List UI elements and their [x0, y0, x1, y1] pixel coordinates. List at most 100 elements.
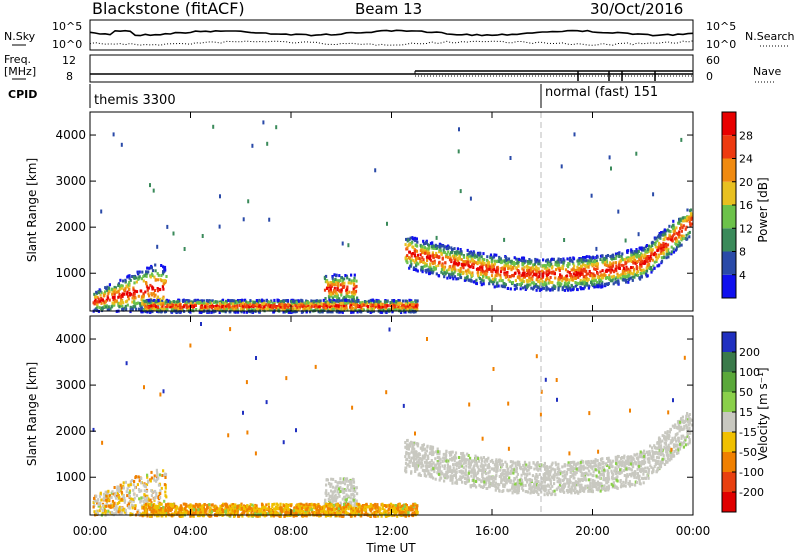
power-echo-cell [307, 301, 310, 305]
power-echo-cell [114, 288, 117, 292]
power-echo-cell [329, 300, 332, 303]
power-echo-cell [210, 310, 213, 314]
power-echo-cell [228, 303, 231, 307]
power-echo-cell [354, 300, 357, 304]
velocity-echo-cell [331, 485, 334, 489]
power-echo-cell [323, 288, 327, 292]
power-echo-cell [441, 267, 444, 271]
power-echo-cell [465, 278, 468, 282]
velocity-echo-cell [136, 483, 139, 487]
power-echo-cell [566, 278, 569, 281]
power-echo-cell [449, 256, 452, 260]
power-echo-cell [240, 307, 243, 311]
power-echo-cell [295, 301, 298, 305]
power-echo-cell [148, 266, 151, 270]
power-echo-cell [162, 302, 165, 306]
power-echo-cell [489, 253, 493, 257]
power-echo-cell [647, 244, 651, 248]
power-echo-cell [482, 270, 485, 274]
nsky-tick-bottom-left: 10^0 [52, 38, 82, 51]
power-echo-cell [589, 261, 592, 265]
power-echo-cell [112, 296, 115, 300]
power-echo-cell [596, 272, 599, 276]
power-echo-cell [410, 252, 413, 256]
power-echo-cell [109, 307, 112, 311]
power-colorbar-segment [722, 158, 736, 182]
power-echo-cell [659, 236, 662, 240]
power-echo-cell [486, 264, 490, 268]
velocity-echo-cell [356, 492, 359, 496]
power-echo-cell [547, 281, 550, 285]
power-echo-cell [459, 274, 462, 278]
power-echo-cell [582, 263, 585, 267]
power-echo-cell [658, 235, 661, 238]
velocity-echo-cell [351, 486, 354, 490]
power-echo-cell [327, 310, 330, 314]
power-echo-cell [350, 291, 354, 295]
power-echo-cell [411, 252, 414, 255]
power-echo-cell [352, 292, 355, 296]
freq-panel: Freq. [MHz] 12 8 60 0 Nave [4, 53, 781, 83]
power-echo-cell [510, 259, 513, 263]
power-echo-cell [585, 272, 588, 276]
power-echo-cell [599, 283, 602, 287]
power-echo-cell [639, 256, 643, 260]
velocity-echo-cell [110, 496, 113, 499]
power-echo-cell [583, 285, 586, 289]
power-echo-cell [247, 305, 251, 309]
power-echo-cell [329, 310, 332, 314]
power-echo-cell [656, 264, 659, 268]
power-echo-cell [244, 302, 247, 306]
power-echo-cell [580, 282, 583, 285]
power-echo-cell [155, 305, 158, 309]
power-echo-cell [686, 216, 689, 220]
power-echo-cell [132, 305, 135, 309]
power-echo-cell [157, 273, 160, 277]
power-echo-cell [431, 246, 434, 250]
power-echo-cell [557, 286, 560, 290]
power-echo-cell [252, 304, 255, 308]
power-echo-cell [423, 249, 426, 253]
power-echo-cell [343, 308, 346, 312]
power-echo-cell [268, 304, 271, 308]
power-echo-cell [634, 261, 637, 265]
power-echo-cell [113, 285, 116, 289]
power-echo-cell [657, 248, 660, 252]
power-echo-cell [635, 248, 638, 251]
power-echo-cell [576, 265, 579, 269]
power-echo-cell [601, 285, 604, 289]
power-echo-cell [448, 274, 451, 278]
power-echo-cell [603, 263, 607, 267]
power-echo-cell [277, 308, 280, 312]
power-echo-cell [522, 259, 525, 262]
power-ytick-label: 3000 [55, 174, 86, 188]
power-echo-cell [211, 299, 214, 303]
velocity-echo-cell [123, 499, 127, 503]
power-echo-cell [156, 295, 160, 299]
power-echo-cell [543, 286, 546, 290]
power-echo-cell [199, 301, 202, 304]
power-echo-cell [274, 307, 278, 311]
power-echo-cell [158, 297, 162, 301]
power-echo-cell [624, 272, 627, 276]
power-echo-cell [309, 310, 312, 314]
power-echo-cell [577, 271, 580, 275]
velocity-echo-cell [162, 469, 165, 473]
power-echo-cell [386, 300, 389, 304]
power-echo-cell [602, 276, 605, 280]
power-echo-cell [120, 286, 123, 290]
power-echo-cell [640, 269, 643, 272]
power-echo-cell [608, 274, 611, 278]
power-echo-cell [629, 256, 632, 260]
power-echo-cell [396, 307, 399, 311]
power-echo-cell [322, 298, 325, 302]
power-echo-cell [465, 272, 468, 276]
power-echo-cell [491, 257, 494, 261]
power-echo-cell [549, 280, 552, 284]
power-echo-cell [628, 270, 631, 274]
power-echo-cell [441, 257, 444, 261]
power-echo-cell [354, 289, 358, 293]
power-echo-cell [409, 304, 412, 307]
power-echo-cell [134, 302, 137, 306]
power-echo-cell [458, 254, 461, 258]
